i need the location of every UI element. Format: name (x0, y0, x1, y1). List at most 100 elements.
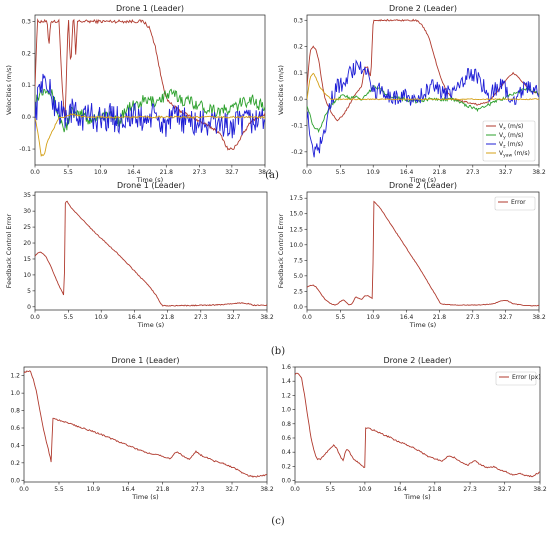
chart-c2-ytick-label: 0.6 (281, 435, 291, 442)
chart-c1-ytick-label: 0.8 (10, 408, 20, 415)
chart-c2-xlabel: Time (s) (403, 493, 430, 501)
chart-c1-xtick-label: 5.5 (54, 486, 64, 493)
chart-c1-xtick-label: 0.0 (19, 486, 29, 493)
chart-a2-legend (482, 120, 536, 162)
chart-a1-xtick-label: 32.7 (225, 169, 239, 176)
chart-c1-ytick-label: 1.2 (10, 373, 20, 380)
chart-c2-ytick-label: 1.6 (281, 364, 291, 371)
chart-b2-ytick-label: 17.5 (290, 195, 304, 202)
chart-a1-xlabel: Time (s) (136, 176, 163, 184)
chart-b1-xlabel: Time (s) (137, 321, 164, 329)
chart-c2-legend-label: Error (px) (512, 374, 541, 381)
panel-a2: Drone 2 (Leader) 0.0 5.5 10.9 16.4 21.8 27.3 32… (277, 4, 546, 184)
chart-b2-xtick-label: 32.7 (499, 314, 513, 321)
chart-a1-ytick-label: 0.3 (21, 18, 31, 25)
chart-b2-ytick-label: 2.5 (293, 288, 303, 295)
chart-b1-ytick-label: 5 (27, 288, 31, 295)
chart-a2-xtick-label: 10.9 (367, 169, 381, 176)
chart-b1-plot-area (34, 191, 268, 311)
chart-c1-ytick-label: 0.4 (10, 442, 20, 449)
chart-c1-xtick-label: 27.3 (191, 486, 205, 493)
chart-b2-xtick-label: 10.9 (367, 314, 381, 321)
chart-a1-series-line-0 (35, 18, 265, 151)
chart-a1-ytick-label: 0.1 (21, 82, 31, 89)
chart-c2-xtick-label: 21.8 (428, 486, 442, 493)
chart-a2-ytick-label: -0.2 (291, 149, 303, 156)
chart-a2-legend-label: Vyaw (m/s) (499, 150, 530, 159)
chart-c2-ytick-label: 1.2 (281, 392, 291, 399)
chart-a2-ytick-label: 0.3 (293, 17, 303, 24)
chart-c2-legend (495, 371, 537, 386)
chart-b1-title: Drone 1 (Leader) (117, 181, 185, 190)
chart-b1-series-line-0 (35, 200, 267, 307)
chart-c1-plot-area (23, 366, 268, 483)
chart-b1-xtick-label: 38.2 (260, 314, 274, 321)
chart-c2-ytick-label: 0.8 (281, 421, 291, 428)
chart-c1-xlabel: Time (s) (131, 493, 158, 501)
chart-a2-legend-label: Vx (m/s) (499, 123, 523, 132)
chart-c2-title: Drone 2 (Leader) (383, 356, 451, 365)
chart-a2-ylabel: Velocities (m/s) (277, 65, 285, 115)
chart-a2-legend-label: Vy (m/s) (499, 132, 523, 141)
chart-a1-xtick-label: 16.4 (127, 169, 141, 176)
chart-b2-ytick-label: 15.0 (290, 211, 304, 218)
chart-c1-xtick-label: 10.9 (87, 486, 101, 493)
chart-c2-ytick-label: 0.2 (281, 463, 291, 470)
panel-b1: Drone 1 (Leader) 0.0 5.5 10.9 16.4 21.8 27.3 32… (5, 181, 274, 329)
chart-a2-legend-label: Vz (m/s) (499, 141, 523, 150)
chart-a2-ytick-label: 0.1 (293, 70, 303, 77)
chart-a1-ytick-label: 0.2 (21, 50, 31, 57)
chart-a2-xlabel: Time (s) (409, 176, 436, 184)
chart-c1-xtick-label: 38.2 (260, 486, 274, 493)
chart-a2-series-line-3 (307, 72, 539, 101)
chart-b2-series-line-0 (307, 200, 539, 307)
chart-c2-series-line-0 (295, 372, 540, 478)
chart-a2-ytick-label: -0.1 (291, 123, 303, 130)
chart-c1-title: Drone 1 (Leader) (111, 356, 179, 365)
chart-b2-ytick-label: 0.0 (293, 304, 303, 311)
chart-c2-xtick-label: 0.0 (290, 486, 300, 493)
chart-b2-title: Drone 2 (Leader) (389, 181, 457, 190)
chart-c1-ytick-label: 1.0 (10, 390, 20, 397)
chart-b2-xtick-label: 0.0 (302, 314, 312, 321)
chart-b2-xtick-label: 27.3 (466, 314, 480, 321)
chart-c2-xtick-label: 38.2 (533, 486, 547, 493)
chart-c2-ytick-label: 0.0 (281, 478, 291, 485)
chart-c1-xtick-label: 21.8 (156, 486, 170, 493)
chart-a1-xtick-label: 0.0 (30, 169, 40, 176)
chart-b2-xtick-label: 21.8 (433, 314, 447, 321)
chart-b1-ytick-label: 15 (23, 256, 31, 263)
chart-b2-ylabel: Feedback Control Error (277, 213, 285, 288)
chart-b2-ytick-label: 12.5 (290, 226, 304, 233)
chart-c2-xtick-label: 5.5 (326, 486, 336, 493)
chart-b1-ytick-label: 35 (23, 192, 31, 199)
figure-label-b: (b) (271, 346, 285, 357)
chart-a1-xtick-label: 27.3 (193, 169, 207, 176)
chart-b1-ylabel: Feedback Control Error (5, 213, 13, 288)
chart-c2-ytick-label: 1.4 (281, 378, 291, 385)
chart-c1-xtick-label: 16.4 (122, 486, 136, 493)
chart-b1-xtick-label: 16.4 (128, 314, 142, 321)
chart-a2-xtick-label: 21.8 (433, 169, 447, 176)
chart-a1-title: Drone 1 (Leader) (116, 4, 184, 13)
chart-b1-ytick-label: 20 (23, 240, 31, 247)
chart-c2-ytick-label: 0.4 (281, 449, 291, 456)
chart-b1-xtick-label: 32.7 (227, 314, 241, 321)
chart-b1-xtick-label: 5.5 (64, 314, 74, 321)
chart-a1-series-line-2 (35, 73, 265, 139)
chart-a2-title: Drone 2 (Leader) (389, 4, 457, 13)
chart-a2-xtick-label: 16.4 (400, 169, 414, 176)
chart-c2-plot-area (294, 366, 541, 483)
chart-b2-legend-label: Error (511, 199, 526, 206)
figure-label-a: (a) (265, 170, 279, 181)
chart-a2-ytick-label: 0.0 (293, 96, 303, 103)
chart-b2-ytick-label: 5.0 (293, 273, 303, 280)
chart-b2-xtick-label: 38.2 (532, 314, 546, 321)
panel-b2: Drone 2 (Leader) 0.0 5.5 10.9 16.4 21.8 27.3 32… (277, 181, 546, 329)
panel-c1: Drone 1 (Leader) 0.0 5.5 10.9 16.4 21.8 27.3 32… (10, 356, 273, 501)
chart-c2-xtick-label: 16.4 (394, 486, 408, 493)
chart-b1-ytick-label: 30 (23, 208, 31, 215)
chart-a1-ytick-label: -0.1 (19, 146, 31, 153)
chart-b1-xtick-label: 0.0 (30, 314, 40, 321)
